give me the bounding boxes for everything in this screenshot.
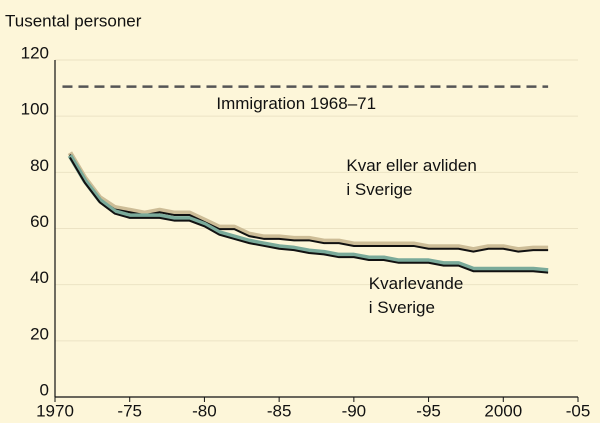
x-tick-label: -90 bbox=[342, 401, 367, 420]
series-label: i Sverige bbox=[369, 298, 435, 317]
series-label: Kvar eller avliden bbox=[346, 156, 476, 175]
y-tick-label: 120 bbox=[21, 43, 49, 62]
x-tick-label: 1970 bbox=[36, 401, 74, 420]
reference-label: Immigration 1968–71 bbox=[216, 94, 376, 113]
series-line bbox=[67, 154, 549, 274]
series-label: Kvarlevande bbox=[369, 274, 464, 293]
y-tick-label: 60 bbox=[30, 212, 49, 231]
y-axis-label: Tusental personer bbox=[5, 11, 142, 30]
x-tick-label: -85 bbox=[267, 401, 292, 420]
x-tick-label: -75 bbox=[117, 401, 142, 420]
y-tick-label: 0 bbox=[40, 380, 49, 399]
x-tick-label: -05 bbox=[566, 401, 591, 420]
y-tick-label: 100 bbox=[21, 100, 49, 119]
series-shadow bbox=[69, 156, 549, 274]
x-tick-label: -95 bbox=[416, 401, 441, 420]
x-tick-label: -80 bbox=[192, 401, 217, 420]
y-tick-label: 80 bbox=[30, 156, 49, 175]
y-tick-label: 40 bbox=[30, 268, 49, 287]
series-line bbox=[67, 151, 549, 253]
series-label: i Sverige bbox=[346, 180, 412, 199]
x-tick-label: 2000 bbox=[484, 401, 522, 420]
y-tick-label: 20 bbox=[30, 324, 49, 343]
